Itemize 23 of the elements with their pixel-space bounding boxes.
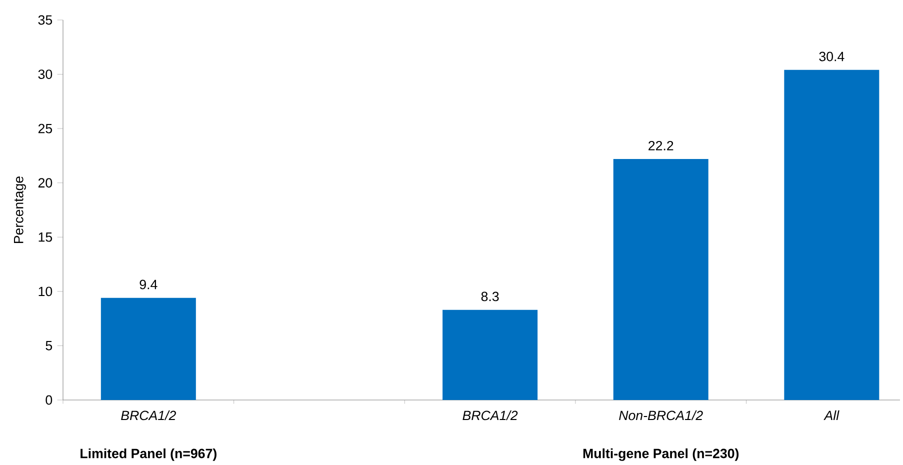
x-tick-label: All	[824, 410, 840, 420]
y-tick-label: 0	[46, 395, 52, 405]
y-tick-label: 25	[38, 124, 52, 134]
x-tick-label: BRCA1/2	[121, 410, 176, 420]
data-label: 9.4	[140, 280, 158, 290]
y-tick-label: 15	[38, 232, 52, 242]
y-tick-label: 5	[46, 340, 52, 350]
bar	[442, 310, 538, 400]
bar	[784, 70, 880, 400]
x-tick-label: BRCA1/2	[462, 410, 518, 420]
bar	[100, 298, 196, 400]
x-tick-label: Non-BRCA1/2	[619, 410, 703, 420]
data-label: 22.2	[648, 140, 674, 150]
y-tick-label: 35	[38, 15, 52, 25]
text: Multi-gene Panel (n=230)	[583, 448, 739, 461]
bar	[613, 158, 708, 400]
y-tick-label: 20	[38, 178, 52, 188]
y-tick-label: 30	[38, 69, 52, 79]
data-label: 8.3	[481, 292, 499, 301]
y-axis-title: Percentage	[14, 176, 26, 243]
y-tick-label: 10	[38, 286, 52, 296]
text: Limited Panel (n=967)	[80, 448, 216, 461]
data-label: 30.4	[819, 52, 844, 62]
